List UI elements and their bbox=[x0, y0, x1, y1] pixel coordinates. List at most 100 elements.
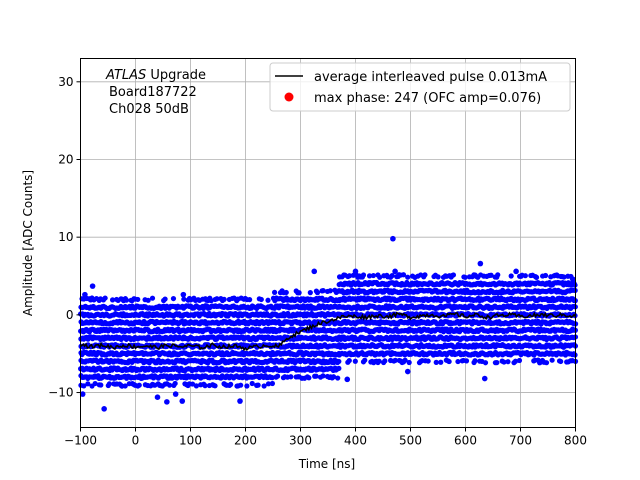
outlier-point bbox=[164, 399, 170, 405]
data-point bbox=[422, 272, 428, 278]
outlier-point bbox=[101, 406, 107, 412]
data-point bbox=[382, 358, 388, 364]
y-tick-label: 30 bbox=[58, 75, 73, 89]
data-point bbox=[261, 383, 267, 389]
data-point bbox=[306, 375, 312, 381]
data-point bbox=[85, 381, 91, 387]
outlier-point bbox=[180, 291, 187, 298]
annotation-line-3: Ch028 50dB bbox=[109, 102, 189, 117]
outlier-point bbox=[569, 276, 576, 282]
data-point bbox=[98, 382, 104, 388]
data-point bbox=[446, 358, 452, 365]
x-tick-label: 100 bbox=[179, 434, 202, 448]
legend-entry-max-phase: max phase: 247 (OFC amp=0.076) bbox=[314, 91, 541, 106]
data-point bbox=[313, 373, 319, 379]
outlier-point bbox=[392, 268, 398, 275]
x-tick-label: 700 bbox=[509, 434, 532, 448]
data-point bbox=[238, 382, 244, 388]
annotation-line-1: ATLAS Upgrade bbox=[105, 68, 206, 83]
data-point bbox=[193, 383, 199, 389]
data-point bbox=[307, 290, 313, 296]
data-point bbox=[269, 375, 275, 381]
y-axis-label: Amplitude [ADC Counts] bbox=[21, 170, 35, 316]
data-point bbox=[269, 380, 275, 387]
data-point bbox=[376, 358, 382, 364]
data-point bbox=[92, 380, 98, 387]
data-point bbox=[202, 383, 208, 389]
x-tick-label: −100 bbox=[64, 434, 97, 448]
x-tick-label: 300 bbox=[289, 434, 312, 448]
data-point bbox=[123, 297, 130, 303]
atlas-italic: ATLAS bbox=[105, 68, 146, 83]
outlier-point bbox=[513, 268, 519, 275]
outlier-point bbox=[82, 291, 88, 298]
outlier-point bbox=[89, 283, 96, 289]
data-point bbox=[335, 375, 341, 381]
data-point bbox=[122, 383, 128, 389]
data-point bbox=[255, 382, 261, 388]
x-tick-label: 200 bbox=[234, 434, 257, 448]
data-point bbox=[320, 373, 326, 379]
data-point bbox=[288, 374, 294, 380]
data-point bbox=[450, 272, 457, 278]
x-tick-label: 0 bbox=[132, 434, 140, 448]
annotation-upgrade: Upgrade bbox=[146, 68, 206, 83]
data-point bbox=[81, 383, 87, 389]
data-point bbox=[145, 297, 151, 303]
data-point bbox=[283, 289, 289, 296]
legend-dot-marker bbox=[284, 92, 294, 102]
data-point bbox=[212, 383, 218, 389]
x-tick-label: 800 bbox=[564, 434, 587, 448]
data-point bbox=[265, 381, 272, 387]
data-point bbox=[522, 273, 528, 279]
data-point bbox=[543, 360, 550, 366]
annotation-line-2: Board187722 bbox=[109, 85, 197, 100]
data-point bbox=[494, 359, 500, 366]
data-point bbox=[435, 274, 441, 280]
data-point bbox=[438, 359, 444, 365]
data-point bbox=[406, 359, 412, 366]
data-point bbox=[136, 382, 142, 388]
data-point bbox=[472, 358, 478, 364]
data-point bbox=[135, 296, 141, 303]
data-point bbox=[505, 359, 511, 365]
data-point bbox=[336, 358, 342, 365]
legend-entry-average: average interleaved pulse 0.013mA bbox=[314, 70, 547, 85]
data-point bbox=[265, 297, 271, 303]
data-point bbox=[405, 274, 411, 280]
data-point bbox=[221, 296, 227, 302]
data-point bbox=[320, 288, 326, 294]
data-point bbox=[109, 297, 116, 303]
data-point bbox=[336, 365, 342, 371]
outlier-point bbox=[344, 376, 351, 383]
y-tick-label: 10 bbox=[58, 230, 73, 244]
data-point bbox=[244, 383, 250, 389]
data-point bbox=[327, 288, 333, 294]
data-point bbox=[346, 357, 352, 364]
outlier-point bbox=[477, 260, 484, 267]
data-point bbox=[247, 297, 253, 303]
data-point bbox=[516, 357, 523, 364]
y-tick-label: −10 bbox=[48, 386, 73, 400]
outlier-point bbox=[390, 235, 396, 242]
data-point bbox=[533, 274, 540, 280]
x-axis-label: Time [ns] bbox=[298, 457, 355, 471]
data-point bbox=[170, 295, 177, 302]
data-point bbox=[149, 295, 156, 301]
data-point bbox=[495, 272, 501, 278]
outlier-point bbox=[179, 398, 186, 404]
x-tick-label: 600 bbox=[454, 434, 477, 448]
outlier-point bbox=[481, 375, 488, 382]
data-point bbox=[102, 295, 108, 301]
data-point bbox=[214, 296, 220, 302]
outlier-point bbox=[154, 394, 161, 401]
data-point bbox=[275, 373, 281, 379]
data-point bbox=[508, 273, 514, 279]
data-point bbox=[314, 290, 321, 296]
outlier-point bbox=[237, 398, 243, 404]
data-point bbox=[181, 296, 187, 302]
data-point bbox=[482, 360, 489, 366]
data-point bbox=[352, 358, 358, 364]
data-point bbox=[370, 272, 377, 279]
